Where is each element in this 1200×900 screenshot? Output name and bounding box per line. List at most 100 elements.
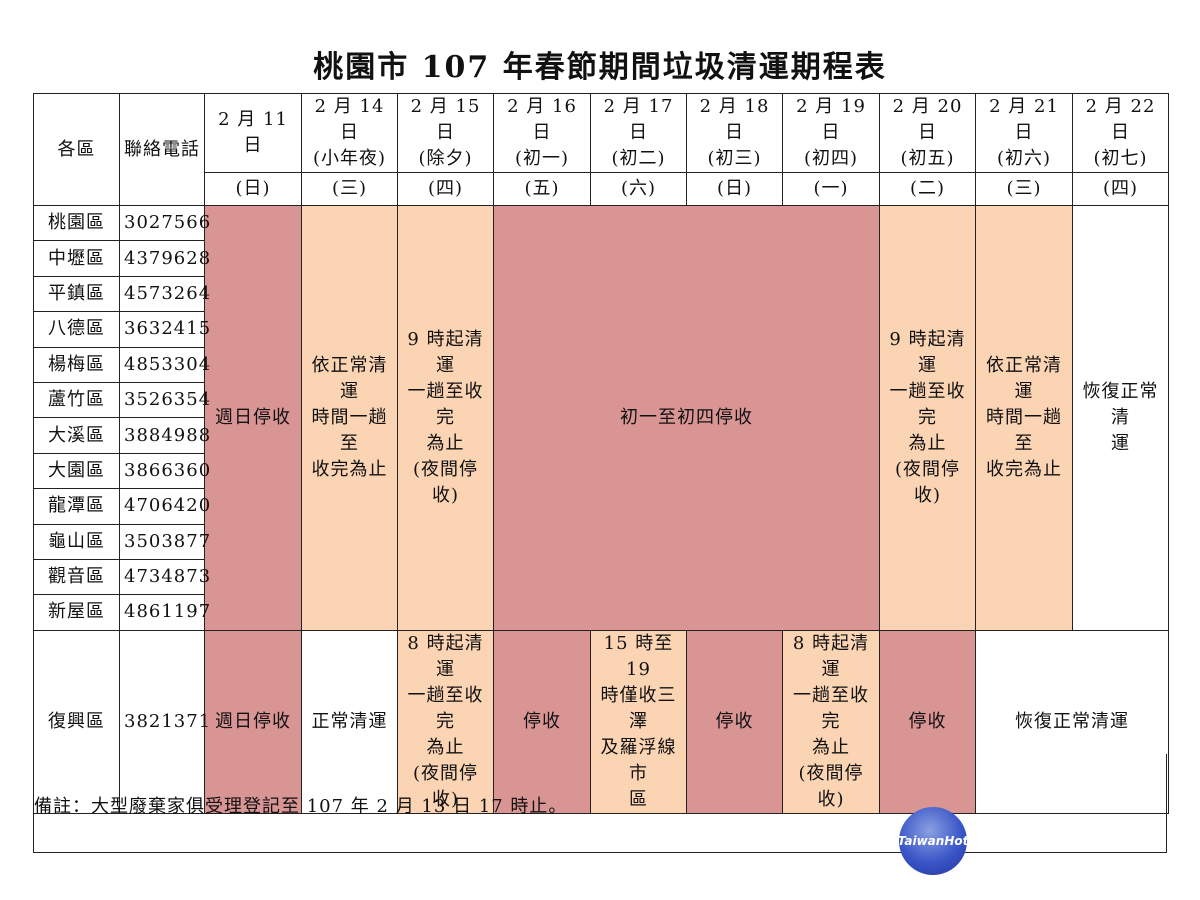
- header-date-note: (除夕): [418, 148, 473, 169]
- district-name: 蘆竹區: [33, 381, 120, 419]
- table-row: 平鎮區 4573264: [33, 275, 1169, 313]
- district-name: 八德區: [33, 311, 120, 348]
- table-row: 龍潭區 4706420: [33, 488, 1169, 525]
- schedule-cell: 15 時至 19 時僅收三澤 及羅浮線市 區: [590, 629, 687, 814]
- header-weekday: (日): [204, 172, 302, 206]
- header-date-note: (初四): [803, 148, 859, 169]
- header-date-note: (初三): [707, 148, 762, 169]
- header-date: 2 月 11 日: [218, 109, 288, 156]
- district-phone: 3866360: [119, 452, 210, 490]
- district-name: 新屋區: [33, 594, 120, 631]
- district-name: 觀音區: [33, 558, 120, 596]
- note-box: 備註：大型廢棄家俱受理登記至 107 年 2 月 13 日 17 時止。: [33, 754, 1167, 853]
- schedule-cell: 9 時起清運 一趟至收完 為止 (夜間停收): [397, 205, 494, 631]
- schedule-cell: 週日停收: [204, 205, 302, 631]
- district-phone: 3503877: [119, 523, 210, 560]
- header-date-cell: 2 月 11 日: [204, 93, 302, 173]
- schedule-cell: 初一至初四停收: [493, 205, 880, 631]
- header-date-cell: 2 月 17 日 (初二): [590, 93, 687, 173]
- schedule-cell: 停收: [493, 629, 591, 814]
- district-phone: 4734873: [119, 558, 210, 596]
- table-row: 新屋區 4861197: [33, 594, 1169, 631]
- header-date-note: (初六): [996, 148, 1052, 169]
- table-row: 八德區 3632415: [33, 311, 1169, 348]
- header-date-cell: 2 月 21 日 (初六): [975, 93, 1073, 173]
- district-phone: 4706420: [119, 488, 210, 525]
- district-name: 平鎮區: [33, 275, 120, 313]
- note-text: 備註：大型廢棄家俱受理登記至 107 年 2 月 13 日 17 時止。: [34, 796, 568, 817]
- header-weekday: (五): [493, 172, 591, 206]
- header-weekday: (六): [590, 172, 687, 206]
- schedule-cell: 依正常清運 時間一趟至 收完為止: [975, 205, 1073, 631]
- header-date-cell: 2 月 19 日 (初四): [782, 93, 880, 173]
- district-phone: 3821371: [119, 629, 210, 814]
- header-date-cell: 2 月 14 日 (小年夜): [301, 93, 398, 173]
- district-phone: 4379628: [119, 240, 210, 277]
- district-name: 中壢區: [33, 240, 120, 277]
- header-date-cell: 2 月 16 日 (初一): [493, 93, 591, 173]
- header-date: 2 月 19 日: [796, 96, 866, 143]
- header-row-dates: 各區 聯絡電話 2 月 11 日 2 月 14 日 (小年夜) 2 月 15 日 (除夕…: [33, 93, 1169, 206]
- schedule-cell: 恢復正常清運: [975, 629, 1169, 814]
- district-phone: 4573264: [119, 275, 210, 313]
- header-date-cell: 2 月 20 日 (初五): [879, 93, 976, 173]
- header-weekday: (四): [397, 172, 494, 206]
- district-name: 楊梅區: [33, 346, 120, 383]
- header-date-note: (初七): [1093, 148, 1148, 169]
- header-date: 2 月 17 日: [603, 96, 674, 143]
- header-date-cell: 2 月 15 日 (除夕): [397, 93, 494, 173]
- table-row-fuxing: 復興區 3821371 週日停收 正常清運 8 時起清運 一趟至收完 為止 (夜間停收)…: [33, 629, 1169, 814]
- schedule-cell: 依正常清運 時間一趟至 收完為止: [301, 205, 398, 631]
- taiwanhot-logo: [899, 807, 967, 875]
- page-title: 桃園市 107 年春節期間垃圾清運期程表: [313, 50, 887, 85]
- header-row-weekdays: (日) (三) (四) (五) (六) (日) (一) (二) (三) (四): [34, 172, 1169, 206]
- district-name: 龍潭區: [33, 488, 120, 525]
- schedule-body: 各區 聯絡電話 2 月 11 日 2 月 14 日 (小年夜) 2 月 15 日 (除夕…: [33, 93, 1169, 814]
- district-phone: 3526354: [119, 381, 210, 419]
- table-row: 大園區 3866360: [33, 452, 1169, 490]
- header-weekday: (二): [879, 172, 976, 206]
- schedule-cell: 停收: [879, 629, 976, 814]
- header-date: 2 月 18 日: [699, 96, 770, 143]
- schedule-table: 各區 聯絡電話 2 月 11 日 2 月 14 日 (小年夜) 2 月 15 日 (除夕…: [33, 93, 1169, 814]
- header-weekday: (日): [686, 172, 783, 206]
- table-row: 觀音區 4734873: [33, 558, 1169, 596]
- header-date: 2 月 22 日: [1085, 96, 1156, 143]
- district-phone: 3027566: [119, 204, 210, 242]
- schedule-cell: 8 時起清運 一趟至收完 為止 (夜間停收): [782, 629, 880, 814]
- schedule-cell: 正常清運: [301, 629, 398, 814]
- header-date-note: (小年夜): [312, 148, 387, 169]
- district-name: 大園區: [33, 452, 120, 490]
- header-weekday: (三): [301, 172, 398, 206]
- schedule-cell: 週日停收: [204, 629, 302, 814]
- header-date: 2 月 14 日: [314, 96, 385, 143]
- district-name: 龜山區: [33, 523, 120, 560]
- table-row: 龜山區 3503877: [33, 523, 1169, 560]
- header-date-note: (初五): [900, 148, 955, 169]
- header-phone: 聯絡電話: [119, 93, 205, 206]
- header-date-cell: 2 月 22 日 (初七): [1072, 93, 1169, 173]
- header-date: 2 月 16 日: [507, 96, 577, 143]
- header-weekday: (三): [975, 172, 1073, 206]
- schedule-cell: 恢復正常清 運: [1072, 205, 1169, 631]
- table-row: 中壢區 4379628: [33, 240, 1169, 277]
- watermark-text: TaiwanHot: [897, 834, 969, 848]
- schedule-cell: 8 時起清運 一趟至收完 為止 (夜間停收): [397, 629, 494, 814]
- table-row: 楊梅區 4853304: [33, 346, 1169, 383]
- schedule-cell: 9 時起清運 一趟至收完 為止 (夜間停收): [879, 205, 976, 631]
- district-name: 桃園區: [33, 204, 120, 242]
- table-row: 蘆竹區 3526354: [33, 381, 1169, 419]
- header-date: 2 月 15 日: [410, 96, 481, 143]
- header-date: 2 月 21 日: [989, 96, 1059, 143]
- district-phone: 4861197: [119, 594, 210, 631]
- header-weekday: (四): [1072, 172, 1169, 206]
- table-row: 大溪區 3884988: [33, 417, 1169, 454]
- header-date: 2 月 20 日: [892, 96, 963, 143]
- schedule-cell: 停收: [686, 629, 783, 814]
- header-weekday: (一): [782, 172, 880, 206]
- district-phone: 3884988: [119, 417, 210, 454]
- header-date-note: (初一): [514, 148, 570, 169]
- header-date-note: (初二): [611, 148, 666, 169]
- district-name: 大溪區: [33, 417, 120, 454]
- header-district: 各區: [33, 93, 120, 206]
